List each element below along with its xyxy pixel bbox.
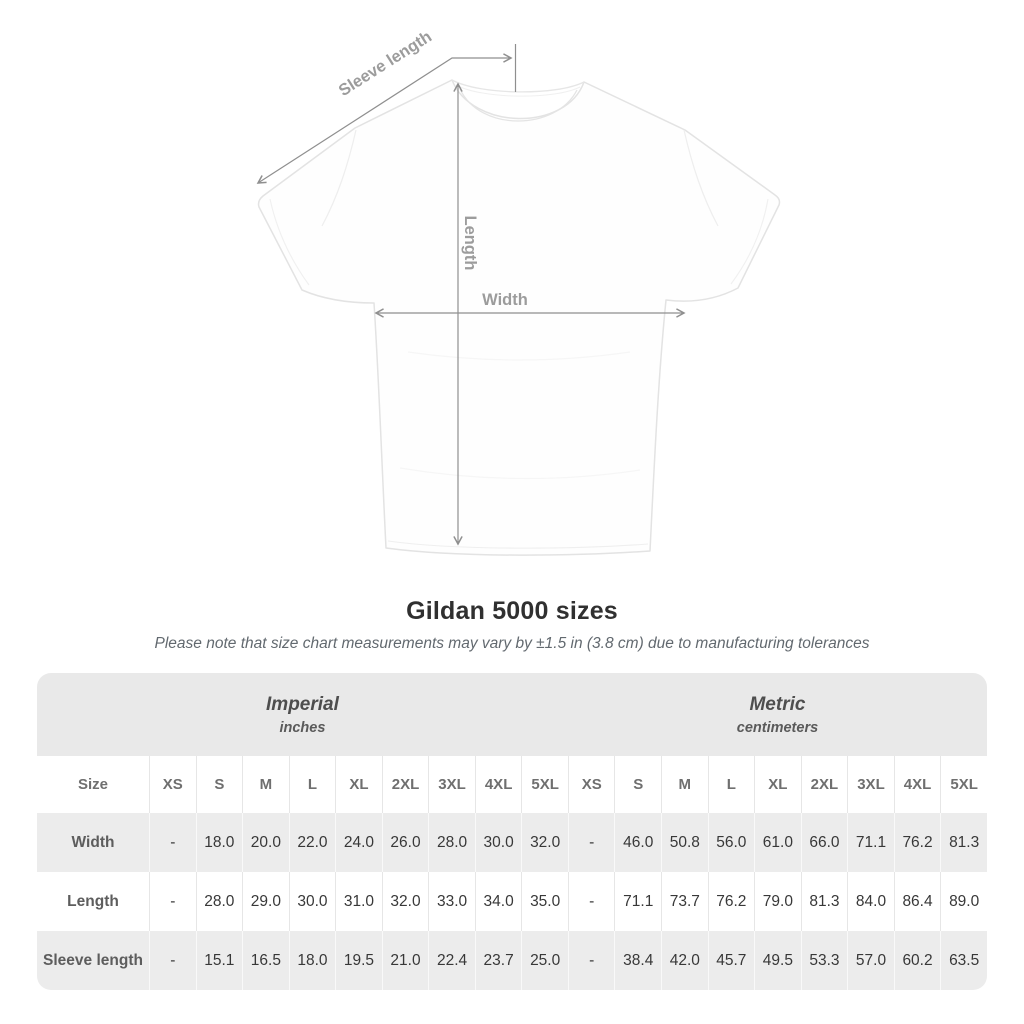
metric-header: Metric centimeters — [567, 673, 987, 756]
measurement-value: 18.0 — [195, 813, 243, 872]
measurement-value: - — [567, 931, 615, 990]
measurement-row: Sleeve length -15.1 16.5 18.0 19.5 21.0 22.4 23… — [37, 931, 987, 990]
imperial-label: Imperial — [266, 693, 339, 715]
size-col-header: L — [707, 756, 755, 813]
length-label: Length — [461, 216, 479, 271]
measurement-value: 79.0 — [754, 872, 801, 931]
size-col-header: 2XL — [381, 756, 429, 813]
measurement-value: 86.4 — [893, 872, 941, 931]
measurement-value: 15.1 — [195, 931, 243, 990]
tshirt-illustration — [257, 79, 781, 556]
measurement-row-label: Sleeve length — [43, 951, 143, 969]
measurement-value: 63.5 — [940, 931, 987, 990]
measurement-value: 56.0 — [707, 813, 755, 872]
size-table-container: Imperial inches Metric centimeters Size … — [37, 673, 987, 990]
heading-block: Gildan 5000 sizes Please note that size … — [0, 597, 1024, 653]
measurement-value: - — [567, 813, 615, 872]
measurement-value: 32.0 — [381, 872, 429, 931]
measurement-value: 22.4 — [428, 931, 475, 990]
measurement-row: Length -28.0 29.0 30.0 31.0 32.0 33.0 34.0 35.0-… — [37, 872, 987, 931]
unit-header-row: Imperial inches Metric centimeters — [37, 673, 987, 756]
measurement-value: 38.4 — [614, 931, 661, 990]
measurement-value: 20.0 — [242, 813, 289, 872]
measurement-value: 18.0 — [288, 931, 336, 990]
size-col-header: XL — [754, 756, 801, 813]
size-col-header: XS — [149, 756, 196, 813]
size-col-header: L — [288, 756, 336, 813]
measurement-value: 23.7 — [474, 931, 522, 990]
measurement-value: 30.0 — [288, 872, 336, 931]
measurement-value: 71.1 — [847, 813, 894, 872]
measurement-value: 26.0 — [381, 813, 429, 872]
size-table: Imperial inches Metric centimeters Size … — [37, 673, 987, 990]
measurement-row: Width -18.0 20.0 22.0 24.0 26.0 28.0 30.0 32.0-4… — [37, 813, 987, 872]
measurement-value: 81.3 — [940, 813, 987, 872]
measurement-row-label: Length — [67, 892, 119, 910]
size-col-header: XL — [335, 756, 382, 813]
measurement-value: - — [567, 872, 615, 931]
measurement-value: 28.0 — [428, 813, 475, 872]
measurement-value: 71.1 — [614, 872, 661, 931]
imperial-header: Imperial inches — [37, 673, 568, 756]
measurement-value: 50.8 — [661, 813, 708, 872]
size-col-header: S — [614, 756, 662, 813]
page-title: Gildan 5000 sizes — [406, 597, 618, 625]
measurement-row-label: Width — [71, 833, 115, 851]
size-header-row: Size XS S M L XL 2XL 3XL 4XL 5XL XS S M L XL 2XL 3XL 4XL… — [37, 756, 987, 813]
metric-label: Metric — [749, 693, 806, 715]
measurement-value: 76.2 — [707, 872, 755, 931]
tshirt-measurement-diagram: Sleeve length Length Width — [256, 28, 781, 556]
measurement-value: 29.0 — [242, 872, 289, 931]
measurement-value: 19.5 — [335, 931, 382, 990]
measurement-value: 45.7 — [707, 931, 755, 990]
measurement-value: 28.0 — [195, 872, 243, 931]
measurement-value: 61.0 — [754, 813, 801, 872]
measurement-value: 22.0 — [288, 813, 336, 872]
size-col-header: 3XL — [847, 756, 894, 813]
measurement-value: - — [149, 813, 196, 872]
size-col-header: M — [661, 756, 708, 813]
size-col-header: XS — [567, 756, 615, 813]
measurement-value: 53.3 — [800, 931, 848, 990]
measurement-value: 35.0 — [521, 872, 568, 931]
imperial-sublabel: inches — [279, 719, 326, 736]
measurement-value: - — [149, 931, 196, 990]
size-col-header: M — [242, 756, 289, 813]
measurement-value: 81.3 — [800, 872, 848, 931]
size-col-header: 5XL — [521, 756, 568, 813]
size-col-header: S — [195, 756, 243, 813]
tolerance-note: Please note that size chart measurements… — [154, 635, 870, 652]
size-col-header: 3XL — [428, 756, 475, 813]
metric-sublabel: centimeters — [736, 719, 819, 736]
measurement-value: 57.0 — [847, 931, 894, 990]
measurement-value: 21.0 — [381, 931, 429, 990]
size-col-header: 4XL — [893, 756, 941, 813]
measurement-value: 76.2 — [893, 813, 941, 872]
measurement-value: 33.0 — [428, 872, 475, 931]
size-table-body: Width -18.0 20.0 22.0 24.0 26.0 28.0 30.0 32.0-4… — [37, 813, 987, 990]
measurement-value: 30.0 — [474, 813, 522, 872]
sleeve-length-arrow — [256, 53, 513, 184]
measurement-value: 60.2 — [893, 931, 941, 990]
measurement-value: 84.0 — [847, 872, 894, 931]
measurement-value: - — [149, 872, 196, 931]
size-col-header: 4XL — [474, 756, 522, 813]
sleeve-length-label: Sleeve length — [336, 28, 435, 100]
measurement-value: 32.0 — [521, 813, 568, 872]
measurement-value: 42.0 — [661, 931, 708, 990]
size-col-header: 5XL — [940, 756, 987, 813]
measurement-value: 34.0 — [474, 872, 522, 931]
measurement-value: 25.0 — [521, 931, 568, 990]
measurement-value: 49.5 — [754, 931, 801, 990]
size-col-header: 2XL — [800, 756, 848, 813]
measurement-value: 24.0 — [335, 813, 382, 872]
measurement-value: 73.7 — [661, 872, 708, 931]
measurement-value: 31.0 — [335, 872, 382, 931]
measurement-value: 66.0 — [800, 813, 848, 872]
size-column-label: Size — [37, 756, 149, 813]
measurement-value: 16.5 — [242, 931, 289, 990]
measurement-value: 46.0 — [614, 813, 661, 872]
measurement-value: 89.0 — [940, 872, 987, 931]
width-label: Width — [482, 291, 528, 309]
